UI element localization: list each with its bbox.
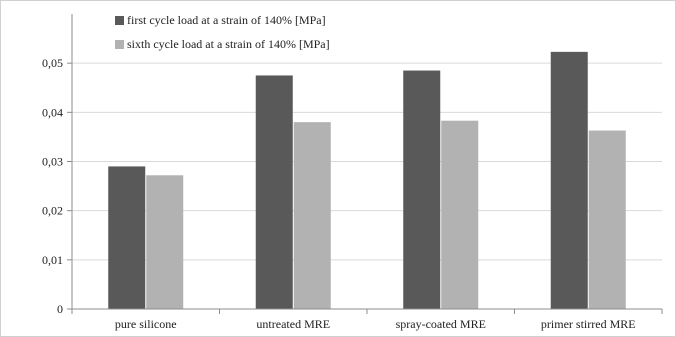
x-category-label: spray-coated MRE [396, 317, 486, 331]
bar-series-2-pure-silicone [146, 175, 184, 309]
y-tick-label: 0,02 [42, 204, 63, 218]
axes [67, 14, 663, 314]
legend: first cycle load at a strain of 140% [MP… [115, 13, 330, 51]
y-tick-label: 0,05 [42, 56, 63, 70]
y-tick-label: 0 [57, 302, 63, 316]
legend-swatch-series-2 [115, 40, 124, 49]
bar-series-1-primer-stirred-mre [550, 51, 588, 309]
bars [108, 51, 626, 310]
bar-series-1-pure-silicone [108, 166, 146, 309]
y-tick-label: 0,01 [42, 253, 63, 267]
y-tick-labels: 0 0,01 0,02 0,03 0,04 0,05 [42, 56, 63, 316]
bar-series-2-primer-stirred-mre [588, 130, 626, 309]
bar-series-2-untreated-mre [293, 122, 331, 310]
x-category-label: primer stirred MRE [541, 317, 636, 331]
bar-series-1-untreated-mre [255, 75, 293, 309]
category-labels: pure silicone untreated MRE spray-coated M… [115, 317, 636, 331]
y-tick-label: 0,04 [42, 105, 63, 119]
x-category-label: untreated MRE [256, 317, 330, 331]
x-category-label: pure silicone [115, 317, 177, 331]
legend-label-series-1: first cycle load at a strain of 140% [MP… [127, 13, 326, 27]
legend-label-series-2: sixth cycle load at a strain of 140% [MP… [127, 37, 330, 51]
y-tick-label: 0,03 [42, 155, 63, 169]
legend-swatch-series-1 [115, 16, 124, 25]
bar-series-2-spray-coated-mre [441, 120, 479, 309]
bar-series-1-spray-coated-mre [403, 70, 441, 310]
